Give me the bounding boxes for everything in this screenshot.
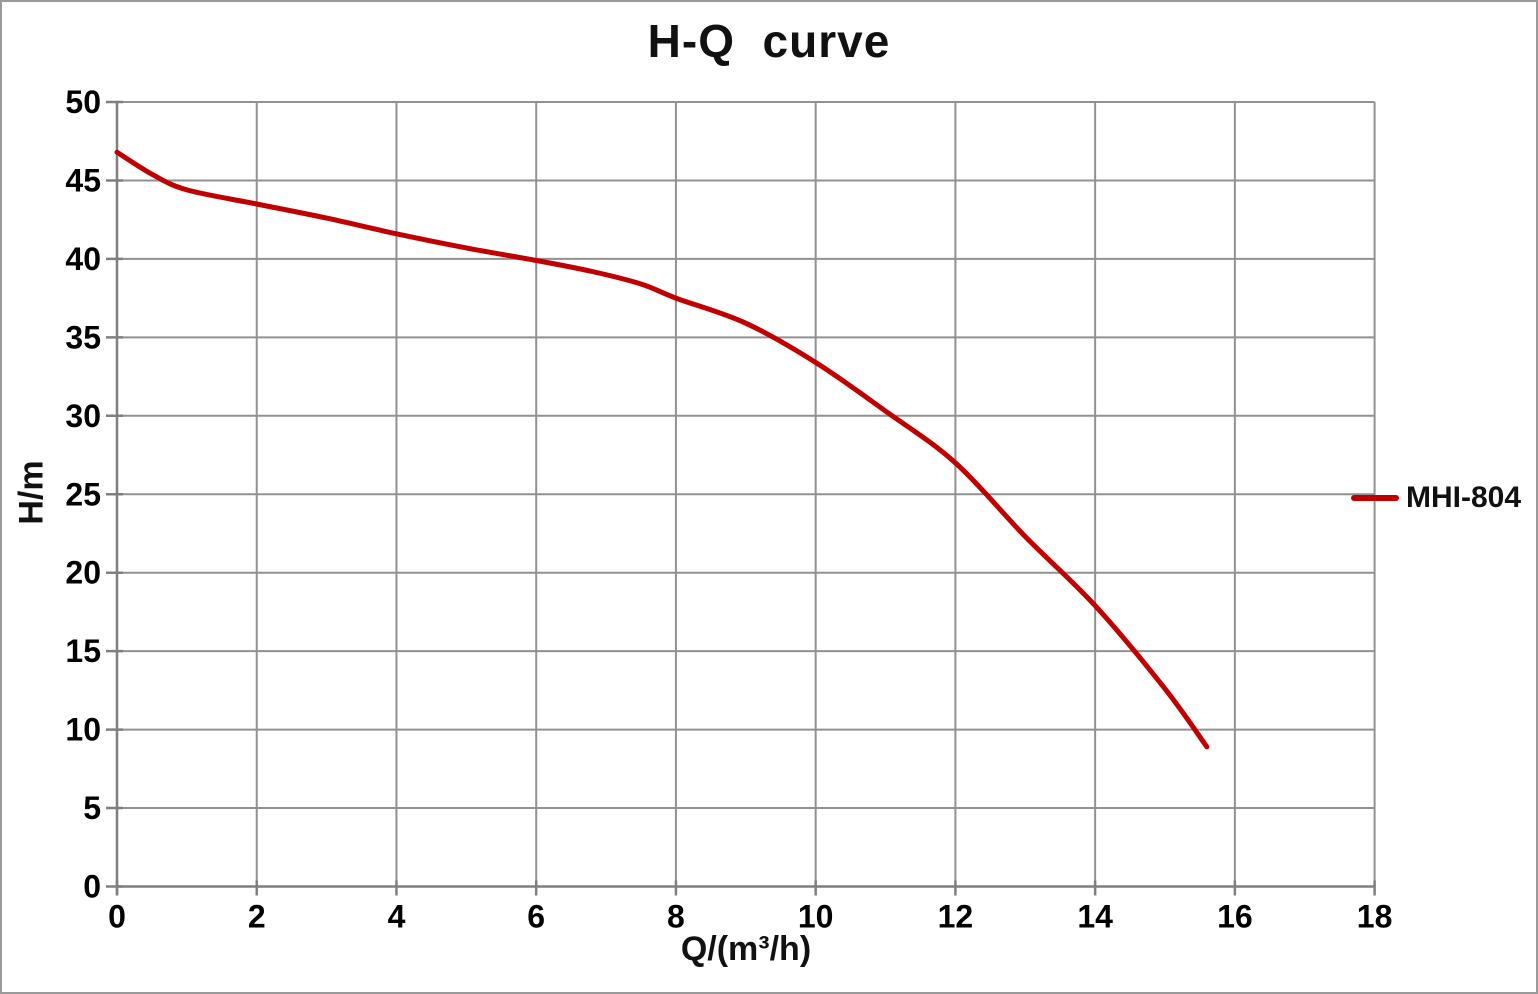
y-tick-label: 15 bbox=[65, 633, 101, 669]
y-axis-label: H/m bbox=[12, 460, 51, 525]
x-tick-label: 6 bbox=[527, 899, 545, 935]
chart-title: H-Q curve bbox=[647, 15, 891, 67]
x-tick-label: 10 bbox=[798, 899, 834, 935]
y-tick-label: 35 bbox=[65, 319, 101, 355]
x-axis-label: Q/(m³/h) bbox=[680, 930, 812, 968]
x-tick-label: 14 bbox=[1077, 899, 1113, 935]
y-tick-label: 10 bbox=[65, 712, 101, 748]
series-curve-mhi-804 bbox=[114, 149, 1210, 750]
x-tick-label: 2 bbox=[248, 899, 266, 935]
x-tick-label: 8 bbox=[667, 899, 685, 935]
y-tick-label: 0 bbox=[83, 869, 101, 905]
x-tick-label: 16 bbox=[1217, 899, 1253, 935]
legend-series-label: MHI-804 bbox=[1406, 481, 1522, 514]
y-tick-label: 20 bbox=[65, 555, 101, 591]
x-tick-label: 18 bbox=[1357, 899, 1393, 935]
y-tick-label: 30 bbox=[65, 398, 101, 434]
y-tick-label: 45 bbox=[65, 162, 101, 198]
y-tick-label: 50 bbox=[65, 84, 101, 120]
y-tick-label: 5 bbox=[83, 790, 101, 826]
legend: MHI-804 bbox=[1351, 481, 1521, 515]
y-tick-label: 40 bbox=[65, 241, 101, 277]
y-tick-label: 25 bbox=[65, 476, 101, 512]
x-tick-label: 4 bbox=[388, 899, 406, 935]
x-tick-label: 12 bbox=[938, 899, 974, 935]
legend-line-sample bbox=[1351, 495, 1399, 501]
x-tick-label: 0 bbox=[108, 899, 126, 935]
